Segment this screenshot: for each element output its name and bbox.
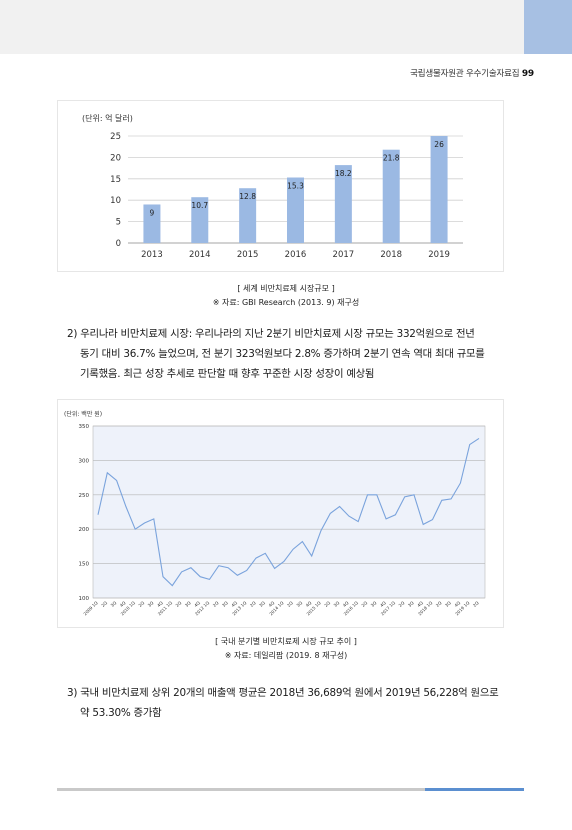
bar-xtick-label: 2014 [189, 250, 211, 260]
line-xtick-label: 3Q [407, 600, 415, 608]
paragraph-3-line1: 3) 국내 비만치료제 상위 20개의 매출액 평균은 2018년 36,689… [67, 687, 499, 699]
line-xtick-label: 3Q [110, 600, 118, 608]
figure2-source: ※ 자료: 데일리팜 (2019. 8 재구성) [224, 651, 348, 660]
line-ytick-label: 250 [79, 493, 90, 499]
bar-ytick-label: 10 [110, 196, 121, 206]
line-xtick-label: 2Q [286, 600, 294, 608]
line-xtick-label: 4Q [193, 600, 201, 608]
paragraph-2: 2) 우리나라 비만치료제 시장: 우리나라의 지난 2분기 비만치료제 시장 … [67, 324, 517, 384]
line-xtick-label: 2Q [360, 600, 368, 608]
line-xtick-label: 2Q [398, 600, 406, 608]
bar-chart: (단위: 억 달러) 0 5 10 15 20 25 9 10.7 12.8 15.3 18.2 2… [82, 113, 463, 260]
figure1-caption: [ 세계 비만치료제 시장규모 ] [237, 284, 335, 293]
line-xtick-label: 4Q [416, 600, 424, 608]
line-xtick-label: 3Q [295, 600, 303, 608]
line-xtick-label: 2Q [100, 600, 108, 608]
bar-value-label: 12.8 [239, 192, 256, 201]
line-ytick-label: 100 [79, 596, 90, 602]
chapter-tab [524, 0, 572, 54]
paragraph-2-line1: 2) 우리나라 비만치료제 시장: 우리나라의 지난 2분기 비만치료제 시장 … [67, 328, 475, 340]
bar-value-label: 21.8 [383, 154, 400, 163]
bar-value-label: 9 [150, 208, 155, 217]
line-xtick-label: 3Q [444, 600, 452, 608]
bar-2016 [287, 177, 304, 243]
line-chart-series [97, 437, 480, 587]
line-xtick-label: 2Q [249, 600, 257, 608]
line-xtick-label: 4Q [453, 600, 461, 608]
paragraph-2-line2: 동기 대비 36.7% 늘었으며, 전 분기 323억원보다 2.8% 증가하며… [80, 348, 485, 360]
line-chart-figure: (단위: 백만 원) 100 150 200 250 300 350 2009 1Q 2Q 3… [57, 399, 504, 628]
line-xtick-label: 3Q [221, 600, 229, 608]
bar-value-label: 18.2 [335, 169, 352, 178]
paragraph-3: 3) 국내 비만치료제 상위 20개의 매출액 평균은 2018년 36,689… [67, 683, 517, 723]
bar-2018 [382, 149, 400, 243]
paragraph-3-line2: 약 53.30% 증가함 [80, 707, 162, 719]
line-xtick-label: 4Q [230, 600, 238, 608]
line-ytick-label: 350 [79, 424, 90, 430]
footer-rule [57, 788, 425, 791]
page-number: 99 [521, 69, 534, 79]
bar-xtick-label: 2013 [141, 250, 163, 260]
line-xtick-label: 2Q [323, 600, 331, 608]
bar-2015 [239, 188, 257, 243]
bar-ytick-label: 5 [116, 218, 121, 228]
line-ytick-label: 200 [79, 527, 90, 533]
bar-chart-figure: (단위: 억 달러) 0 5 10 15 20 25 9 10.7 12.8 15.3 18.2 2… [57, 100, 504, 272]
bar-xtick-label: 2017 [333, 250, 355, 260]
bar-value-label: 10.7 [191, 201, 208, 210]
line-chart-unit-label: (단위: 백만 원) [64, 410, 102, 418]
line-xtick-label: 3Q [184, 600, 192, 608]
bar-ytick-label: 0 [116, 239, 121, 249]
paragraph-2-line3: 기록했음. 최근 성장 추세로 판단할 때 향후 꾸준한 시장 성장이 예상됨 [80, 368, 375, 380]
line-xtick-label: 4Q [119, 600, 127, 608]
bar-2019 [430, 136, 448, 243]
bar-xtick-label: 2015 [237, 250, 259, 260]
line-xtick-label: 3Q [258, 600, 266, 608]
footer-rule-accent [425, 788, 524, 791]
bar-value-label: 26 [434, 140, 444, 149]
bar-ytick-label: 20 [110, 153, 121, 163]
line-xtick-label: 2009 1Q [82, 600, 99, 617]
bar-value-label: 15.3 [287, 182, 304, 191]
line-xtick-label: 2Q [175, 600, 183, 608]
line-xtick-label: 4Q [268, 600, 276, 608]
line-xtick-label: 3Q [147, 600, 155, 608]
running-head: 국립생물자원관 우수기술자료집 99 [410, 67, 534, 79]
bar-xtick-label: 2018 [380, 250, 402, 260]
bar-xtick-label: 2016 [285, 250, 307, 260]
figure2-caption: [ 국내 분기별 비만치료제 시장 규모 추이 ] [215, 637, 357, 646]
line-xtick-label: 4Q [305, 600, 313, 608]
bar-xtick-label: 2019 [428, 250, 450, 260]
running-title: 국립생물자원관 우수기술자료집 [410, 69, 520, 79]
bar-ytick-label: 25 [110, 132, 121, 142]
bar-2017 [334, 165, 352, 243]
top-band [0, 0, 524, 54]
line-chart-plot-area [92, 425, 486, 599]
line-ytick-label: 150 [79, 562, 90, 568]
bar-ytick-label: 15 [110, 175, 121, 185]
line-xtick-label: 2Q [435, 600, 443, 608]
line-xtick-label: 2Q [472, 600, 480, 608]
figure1-source: ※ 자료: GBI Research (2013. 9) 재구성 [212, 298, 360, 307]
line-xtick-label: 3Q [333, 600, 341, 608]
line-xtick-label: 4Q [156, 600, 164, 608]
bar-2013 [143, 204, 161, 243]
line-xtick-label: 3Q [370, 600, 378, 608]
line-xtick-label: 2Q [137, 600, 145, 608]
line-xtick-label: 4Q [342, 600, 350, 608]
line-xtick-label: 4Q [379, 600, 387, 608]
line-ytick-label: 300 [79, 458, 90, 464]
bar-2014 [191, 197, 209, 243]
bar-chart-unit-label: (단위: 억 달러) [82, 113, 133, 123]
line-xtick-label: 2Q [212, 600, 220, 608]
